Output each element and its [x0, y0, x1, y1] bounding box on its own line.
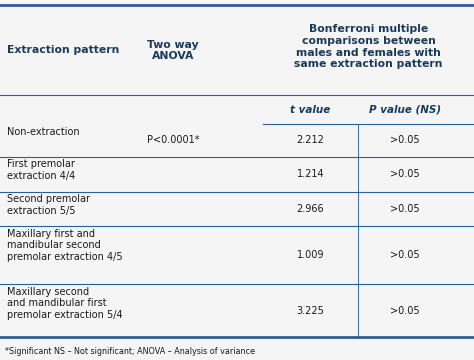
Text: >0.05: >0.05: [391, 135, 420, 145]
Text: >0.05: >0.05: [391, 306, 420, 315]
Text: Extraction pattern: Extraction pattern: [7, 45, 119, 55]
Text: 3.225: 3.225: [297, 306, 324, 315]
Text: *Significant NS – Not significant; ANOVA – Analysis of variance: *Significant NS – Not significant; ANOVA…: [5, 347, 255, 356]
Text: >0.05: >0.05: [391, 250, 420, 260]
Text: >0.05: >0.05: [391, 169, 420, 179]
Text: Bonferroni multiple
comparisons between
males and females with
same extraction p: Bonferroni multiple comparisons between …: [294, 24, 443, 69]
Text: 2.212: 2.212: [297, 135, 324, 145]
Text: 1.009: 1.009: [297, 250, 324, 260]
Text: P<0.0001*: P<0.0001*: [147, 135, 199, 145]
Text: P value (NS): P value (NS): [369, 105, 441, 115]
Text: t value: t value: [291, 105, 330, 115]
Text: Two way
ANOVA: Two way ANOVA: [147, 40, 199, 61]
Text: 1.214: 1.214: [297, 169, 324, 179]
Text: Maxillary second
and mandibular first
premolar extraction 5/4: Maxillary second and mandibular first pr…: [7, 287, 123, 320]
Text: Non-extraction: Non-extraction: [7, 127, 80, 137]
Text: First premolar
extraction 4/4: First premolar extraction 4/4: [7, 159, 75, 181]
Text: 2.966: 2.966: [297, 204, 324, 213]
Text: >0.05: >0.05: [391, 204, 420, 213]
Text: Maxillary first and
mandibular second
premolar extraction 4/5: Maxillary first and mandibular second pr…: [7, 229, 123, 262]
Text: Second premolar
extraction 5/5: Second premolar extraction 5/5: [7, 194, 90, 216]
